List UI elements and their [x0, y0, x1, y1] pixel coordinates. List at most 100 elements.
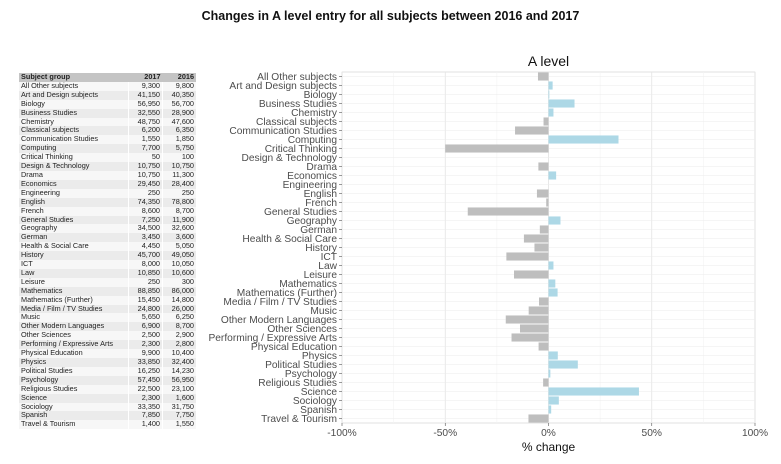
- bar: [548, 99, 575, 108]
- bar: [546, 198, 549, 207]
- table-row: Health & Social Care 4,450 5,050: [19, 241, 196, 252]
- value-2017-cell: 250: [128, 188, 163, 198]
- value-2016-cell: 2,800: [162, 339, 196, 350]
- table-row: Other Modern Languages 6,900 8,700: [19, 321, 196, 332]
- subject-cell: Economics: [19, 179, 129, 189]
- y-tick-label: Travel & Tourism: [261, 414, 337, 425]
- subject-cell: ICT: [19, 259, 129, 269]
- table-row: Engineering 250 250: [19, 188, 196, 198]
- header-2017: 2017: [128, 72, 163, 82]
- bar: [467, 207, 549, 216]
- bar: [515, 126, 549, 135]
- subject-cell: Geography: [19, 224, 129, 234]
- bar: [548, 81, 553, 90]
- y-tick-label: Other Modern Languages: [221, 315, 337, 326]
- value-2017-cell: 8,000: [128, 259, 163, 269]
- table-row: Mathematics (Further) 15,450 14,800: [19, 295, 196, 305]
- value-2017-cell: 56,950: [128, 99, 163, 109]
- bar: [445, 144, 549, 153]
- bar: [548, 135, 619, 144]
- y-tick-label: Health & Social Care: [242, 234, 337, 245]
- table-row: German 3,450 3,600: [19, 232, 196, 243]
- value-2016-cell: 56,700: [162, 99, 196, 109]
- value-2017-cell: 45,700: [128, 250, 163, 261]
- value-2017-cell: 8,600: [128, 206, 163, 216]
- table-row: Science 2,300 1,600: [19, 393, 196, 403]
- y-tick-label: Physics: [302, 351, 337, 362]
- value-2017-cell: 7,700: [128, 143, 163, 154]
- x-tick-label: 0%: [541, 428, 556, 439]
- subject-cell: Communication Studies: [19, 134, 129, 145]
- subject-cell: Critical Thinking: [19, 152, 129, 163]
- y-tick-label: Leisure: [304, 270, 338, 281]
- value-2016-cell: 28,900: [162, 108, 196, 118]
- table-row: Mathematics 88,850 86,000: [19, 286, 196, 296]
- value-2017-cell: 5,650: [128, 313, 163, 323]
- bar: [548, 90, 550, 99]
- value-2016-cell: 5,750: [162, 143, 196, 154]
- x-tick-label: -100%: [327, 428, 356, 439]
- y-tick-label: Classical subjects: [256, 117, 337, 128]
- value-2016-cell: 86,000: [162, 286, 196, 296]
- value-2016-cell: 5,050: [162, 241, 196, 252]
- table-row: Sociology 33,350 31,750: [19, 402, 196, 412]
- value-2016-cell: 6,250: [162, 313, 196, 323]
- y-tick-label: Physical Education: [251, 342, 337, 353]
- value-2016-cell: 300: [162, 277, 196, 287]
- value-2016-cell: 47,600: [162, 117, 196, 127]
- value-2016-cell: 56,950: [162, 375, 196, 385]
- bar: [548, 369, 551, 378]
- value-2017-cell: 10,850: [128, 268, 163, 278]
- value-2016-cell: 23,100: [162, 384, 196, 394]
- entries-table: Subject group 2017 2016 All Other subjec…: [19, 72, 196, 430]
- bar: [543, 378, 549, 387]
- value-2017-cell: 74,350: [128, 197, 163, 207]
- subject-cell: French: [19, 206, 129, 216]
- value-2016-cell: 2,900: [162, 330, 196, 341]
- value-2017-cell: 7,250: [128, 215, 163, 225]
- value-2016-cell: 100: [162, 152, 196, 163]
- bar: [514, 270, 549, 279]
- value-2016-cell: 8,700: [162, 206, 196, 216]
- bar: [528, 414, 549, 423]
- bar: [538, 342, 549, 351]
- subject-cell: All Other subjects: [19, 81, 129, 91]
- bar: [539, 225, 549, 234]
- bar: [520, 324, 549, 333]
- subject-cell: Physical Education: [19, 348, 129, 358]
- subject-cell: Physics: [19, 357, 129, 367]
- table-row: Geography 34,500 32,600: [19, 224, 196, 234]
- subject-cell: Art and Design subjects: [19, 90, 129, 100]
- y-tick-label: Science: [301, 387, 338, 398]
- table-row: Other Sciences 2,500 2,900: [19, 330, 196, 341]
- value-2017-cell: 57,450: [128, 375, 163, 385]
- y-tick-label: Critical Thinking: [265, 144, 338, 155]
- value-2016-cell: 32,400: [162, 357, 196, 367]
- value-2017-cell: 50: [128, 152, 163, 163]
- table-row: Law 10,850 10,600: [19, 268, 196, 278]
- subject-cell: Engineering: [19, 188, 129, 198]
- value-2016-cell: 1,550: [162, 419, 196, 430]
- y-tick-label: Engineering: [283, 180, 338, 191]
- value-2016-cell: 31,750: [162, 402, 196, 412]
- subject-cell: Law: [19, 268, 129, 278]
- subject-cell: Classical subjects: [19, 126, 129, 136]
- value-2016-cell: 6,350: [162, 126, 196, 136]
- subject-cell: Spanish: [19, 411, 129, 421]
- value-2017-cell: 4,450: [128, 241, 163, 252]
- subject-cell: Travel & Tourism: [19, 419, 129, 430]
- table-row: Communication Studies 1,550 1,850: [19, 134, 196, 145]
- value-2017-cell: 33,850: [128, 357, 163, 367]
- y-tick-label: Geography: [287, 216, 338, 227]
- value-2017-cell: 10,750: [128, 161, 163, 171]
- subject-cell: Drama: [19, 170, 129, 180]
- value-2016-cell: 26,000: [162, 304, 196, 314]
- value-2017-cell: 6,200: [128, 126, 163, 136]
- table-row: Art and Design subjects 41,150 40,350: [19, 90, 196, 100]
- y-tick-label: Computing: [288, 135, 338, 146]
- subject-cell: Media / Film / TV Studies: [19, 304, 129, 314]
- y-tick-label: ICT: [321, 252, 337, 263]
- subject-cell: Biology: [19, 99, 129, 109]
- y-tick-label: Economics: [287, 171, 337, 182]
- value-2017-cell: 2,300: [128, 339, 163, 350]
